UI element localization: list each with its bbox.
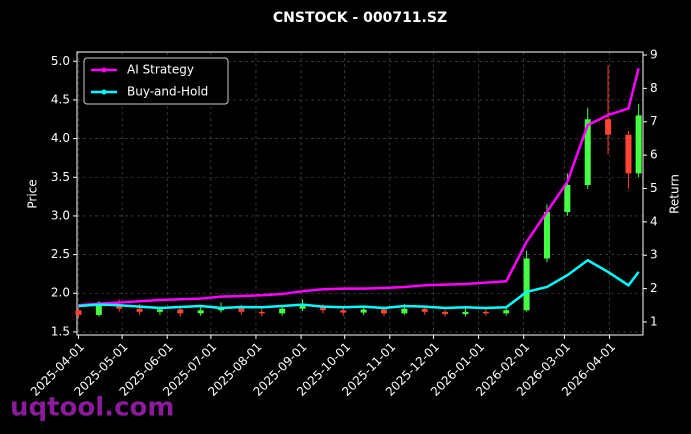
candle-body [635, 115, 642, 174]
candle-body [482, 311, 489, 314]
y2-tick-label: 1 [650, 314, 658, 328]
y2-tick-label: 7 [650, 114, 658, 128]
plot-frame [76, 51, 644, 336]
y-tick-label: 5.0 [51, 54, 70, 68]
legend-label: Buy-and-Hold [127, 85, 208, 99]
y-tick-label: 1.5 [51, 324, 70, 338]
y2-tick-label: 6 [650, 148, 658, 162]
chart-title: CNSTOCK - 000711.SZ [273, 10, 447, 26]
candle-body [197, 310, 204, 314]
candle-body [299, 305, 306, 309]
legend-label: AI Strategy [127, 63, 194, 77]
y2-axis-label: Return [668, 174, 682, 214]
candle-body [340, 310, 347, 313]
candle-body [360, 309, 367, 313]
y2-tick-label: 5 [650, 181, 658, 195]
y2-tick-label: 9 [650, 48, 658, 62]
candle-body [421, 308, 428, 312]
candle-body [523, 258, 530, 311]
return-line [78, 258, 640, 310]
y2-tick-label: 4 [650, 214, 658, 228]
return-line [78, 68, 640, 307]
y-tick-label: 2.0 [51, 286, 70, 300]
candle-body [136, 308, 143, 312]
candle-body [462, 311, 469, 315]
y-tick-label: 3.0 [51, 208, 70, 222]
candle-body [319, 305, 326, 311]
watermark: uqtool.com [10, 393, 174, 423]
candle-body [156, 309, 163, 312]
y2-tick-label: 3 [650, 248, 658, 262]
candle-body [625, 134, 632, 174]
candle-body [442, 311, 449, 315]
candle-body [584, 119, 591, 185]
y2-tick-label: 8 [650, 81, 658, 95]
y-tick-label: 4.5 [51, 92, 70, 106]
candle-body [116, 304, 123, 309]
legend-box [83, 57, 229, 105]
y2-tick-label: 2 [650, 281, 658, 295]
candle-body [258, 311, 265, 314]
legend: AI Strategy Buy-and-Hold [83, 57, 229, 105]
candle-body [381, 309, 388, 314]
y-tick-label: 2.5 [51, 247, 70, 261]
candle-body [95, 304, 102, 315]
candle-body [401, 308, 408, 314]
candle-body [238, 307, 245, 312]
candle-body [177, 309, 184, 314]
legend-marker [101, 67, 107, 73]
y-tick-label: 3.5 [51, 170, 70, 184]
candle-body [279, 308, 286, 314]
y-tick-label: 4.0 [51, 131, 70, 145]
candle-body [75, 310, 82, 315]
candle-body [605, 119, 612, 135]
legend-marker [101, 89, 107, 95]
candle-body [543, 212, 550, 259]
y-axis-label: Price [26, 179, 40, 208]
candle-body [503, 310, 510, 314]
candle-body [564, 184, 571, 213]
